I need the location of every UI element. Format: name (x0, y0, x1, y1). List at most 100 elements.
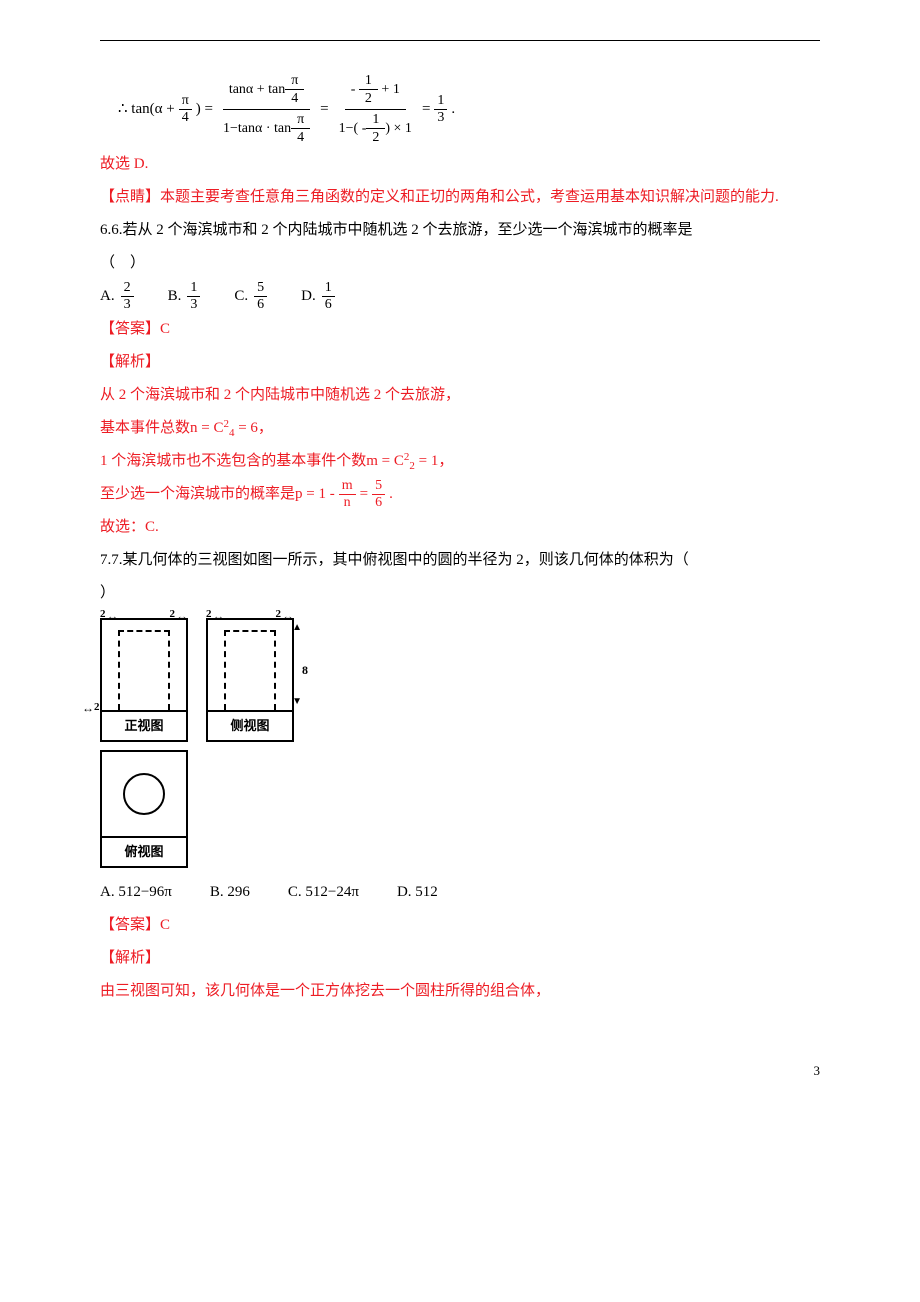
q6-options: A. 23 B. 13 C. 56 D. 16 (100, 280, 820, 313)
q6-stem-a: 6.6.若从 2 个海滨城市和 2 个内陆城市中随机选 2 个去旅游，至少选一个… (100, 214, 820, 247)
views-row: 2 2 2 正视图 2 2 ▲ 8 ▼ 侧视图 (100, 618, 820, 742)
formula-tan: ∴ tan(α + π 4 ) = tanα + tanπ4 1−tanα · … (118, 71, 820, 148)
arrow-lr-icon (107, 602, 119, 626)
d: 4 (285, 90, 304, 107)
n: 1 (434, 93, 447, 109)
n: 1 (187, 280, 200, 296)
frac: 13 (187, 280, 200, 312)
q6-answer: 【答案】C (100, 313, 820, 346)
frac: 23 (121, 280, 134, 312)
dim-2-tr: 2 (170, 602, 189, 626)
mid-frac: tanα + tanπ4 1−tanα · tanπ4 (217, 71, 316, 148)
header-rule (100, 40, 820, 41)
d: 2 (366, 129, 385, 146)
dim-2-tl: 2 (206, 602, 225, 626)
front-view: 2 2 2 (100, 618, 188, 712)
half-b: 12 (366, 111, 385, 147)
top-view-wrap: 俯视图 (100, 742, 820, 868)
half-a: 12 (359, 72, 378, 108)
q7-options: A. 512−96π B. 296 C. 512−24π D. 512 (100, 876, 820, 909)
mid-num: tanα + tanπ4 (223, 71, 311, 110)
q6-analysis-label: 【解析】 (100, 346, 820, 379)
pi4a: π4 (285, 72, 304, 108)
t: 至少选一个海滨城市的概率是p = 1 - (100, 478, 335, 511)
d: 3 (121, 297, 134, 312)
dashed-region (224, 630, 276, 710)
t: - (351, 82, 359, 97)
q7-answer: 【答案】C (100, 909, 820, 942)
n: π (285, 72, 304, 90)
frac: 16 (322, 280, 335, 312)
comment-5: 【点睛】本题主要考查任意角三角函数的定义和正切的两角和公式，考查运用基本知识解决… (100, 181, 820, 214)
eq: = (360, 478, 368, 511)
v: 2 (94, 701, 100, 713)
eq2: = (320, 93, 328, 126)
d: 2 (359, 90, 378, 107)
v: 2 (206, 603, 212, 625)
arrow-lr-icon (176, 602, 188, 626)
v: 2 (276, 603, 282, 625)
page-number: 3 (100, 1058, 820, 1084)
q6-line4: 至少选一个海滨城市的概率是p = 1 - mn = 56 . (100, 478, 820, 511)
side-view-label: 侧视图 (206, 712, 294, 742)
den: 4 (179, 110, 192, 125)
lab: A. (100, 280, 115, 313)
lab: C. (234, 280, 248, 313)
d: 4 (291, 129, 310, 146)
q6-opt-d: D. 16 (301, 280, 335, 313)
v: 2 (100, 603, 106, 625)
q6-opt-c: C. 56 (234, 280, 267, 313)
front-view-wrap: 2 2 2 正视图 (100, 618, 188, 742)
d: 6 (322, 297, 335, 312)
three-views-figure: 2 2 2 正视图 2 2 ▲ 8 ▼ 侧视图 (100, 618, 820, 868)
q7-opt-b: B. 296 (210, 876, 250, 909)
side-view: 2 2 ▲ 8 ▼ (206, 618, 294, 712)
close-paren-eq: ) = (196, 93, 213, 126)
side-view-wrap: 2 2 ▲ 8 ▼ 侧视图 (206, 618, 294, 742)
d: 3 (434, 110, 447, 125)
one-third: 1 3 (434, 93, 447, 125)
q6-line2: 基本事件总数n = C24 = 6， (100, 412, 820, 445)
t: 1−tanα · tan (223, 121, 291, 136)
pi-over-4: π 4 (179, 93, 192, 125)
q7-line1: 由三视图可知，该几何体是一个正方体挖去一个圆柱所得的组合体， (100, 975, 820, 1008)
n: 1 (359, 72, 378, 90)
pi4b: π4 (291, 111, 310, 147)
dim-2-tl: 2 (100, 602, 119, 626)
rhs-frac: - 12 + 1 1−( -12) × 1 (333, 71, 418, 148)
five-six: 56 (372, 478, 385, 510)
frac: 56 (254, 280, 267, 312)
formula-lead: ∴ tan(α + (118, 93, 175, 126)
n: 1 (322, 280, 335, 296)
n: π (291, 111, 310, 129)
lab: B. (168, 280, 182, 313)
front-view-label: 正视图 (100, 712, 188, 742)
q6-line3: 1 个海滨城市也不选包含的基本事件个数m = C22 = 1， (100, 445, 820, 478)
t2: = 1， (415, 453, 453, 469)
n: m (339, 478, 356, 494)
mn: mn (339, 478, 356, 510)
dashed-region (118, 630, 170, 710)
q6-stem-b: （ ） (100, 247, 820, 280)
top-view-label: 俯视图 (100, 838, 188, 868)
top-view (100, 750, 188, 838)
n: 5 (372, 478, 385, 494)
n: 1 (366, 111, 385, 129)
num: π (179, 93, 192, 109)
q6-line1: 从 2 个海滨城市和 2 个内陆城市中随机选 2 个去旅游， (100, 379, 820, 412)
mid-den: 1−tanα · tanπ4 (217, 110, 316, 148)
page: ∴ tan(α + π 4 ) = tanα + tanπ4 1−tanα · … (0, 0, 920, 1302)
sub: 4 (229, 427, 235, 439)
t2: + 1 (378, 82, 400, 97)
n: 5 (254, 280, 267, 296)
arrow-lr-icon (82, 701, 94, 713)
lab: D. (301, 280, 316, 313)
d: 6 (254, 297, 267, 312)
q7-stem-a: 7.7.某几何体的三视图如图一所示，其中俯视图中的圆的半径为 2，则该几何体的体… (100, 544, 820, 577)
q6-opt-a: A. 23 (100, 280, 134, 313)
q7-opt-c: C. 512−24π (288, 876, 359, 909)
d: n (341, 495, 354, 510)
q7-opt-d: D. 512 (397, 876, 438, 909)
t2: = 6， (234, 420, 272, 436)
dot: . (451, 93, 455, 126)
